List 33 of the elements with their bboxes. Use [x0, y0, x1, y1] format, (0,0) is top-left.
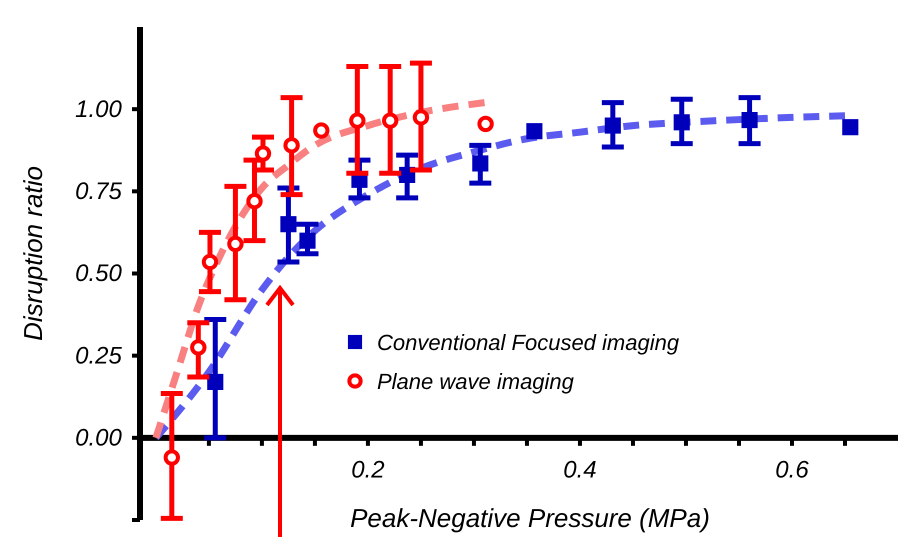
y-tick-label: 0.25 [75, 342, 122, 370]
y-tick-label: 0.75 [75, 178, 122, 206]
legend-label: Plane wave imaging [377, 369, 575, 394]
point [207, 374, 224, 390]
point [164, 449, 180, 466]
y-tick-label: 1.00 [75, 96, 122, 123]
x-tick-label: 0.6 [775, 456, 810, 484]
point [472, 155, 488, 172]
point [202, 254, 218, 270]
point [190, 339, 206, 356]
point [246, 193, 263, 210]
point [299, 232, 316, 249]
point [742, 112, 758, 128]
point [349, 112, 366, 129]
legend-label: Conventional Focused imaging [377, 330, 680, 355]
point [412, 109, 430, 126]
point [313, 122, 330, 139]
point [254, 145, 272, 162]
x-axis-title: Peak-Negative Pressure (MPa) [350, 503, 710, 533]
y-tick-label: 0.00 [75, 424, 122, 452]
point [477, 116, 494, 132]
y-tick-label: 0.50 [75, 260, 122, 288]
point [674, 114, 690, 130]
y-axis-title: Disruption ratio [18, 166, 48, 341]
point [227, 236, 244, 252]
point [280, 216, 296, 232]
point [283, 137, 300, 154]
point [604, 118, 621, 134]
point [526, 123, 542, 140]
x-tick-label: 0.2 [351, 456, 385, 484]
point [382, 112, 398, 129]
x-tick-label: 0.4 [563, 456, 597, 484]
point [842, 119, 858, 136]
